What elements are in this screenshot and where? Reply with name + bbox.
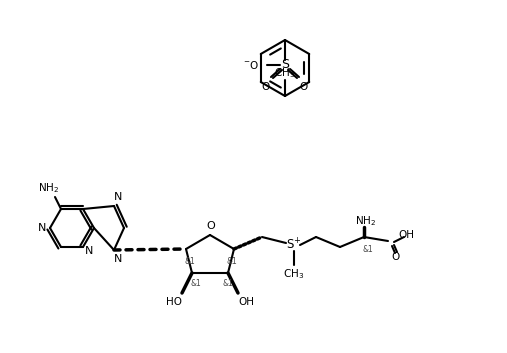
Text: O: O: [207, 221, 215, 231]
Text: HO: HO: [166, 297, 182, 307]
Text: NH$_2$: NH$_2$: [39, 181, 59, 195]
Text: OH: OH: [238, 297, 254, 307]
Text: &1: &1: [223, 279, 233, 287]
Text: O: O: [262, 82, 270, 92]
Text: N: N: [114, 254, 122, 264]
Text: S$^{+}$: S$^{+}$: [286, 237, 302, 253]
Text: &1: &1: [363, 245, 373, 253]
Text: N: N: [114, 192, 122, 202]
Text: CH$_3$: CH$_3$: [283, 267, 305, 281]
Text: &1: &1: [227, 257, 237, 265]
Text: N: N: [85, 246, 93, 256]
Text: CH$_3$: CH$_3$: [274, 66, 296, 80]
Text: O: O: [300, 82, 308, 92]
Text: OH: OH: [398, 230, 414, 240]
Text: S: S: [281, 59, 289, 72]
Text: NH$_2$: NH$_2$: [355, 214, 377, 228]
Text: N: N: [38, 223, 46, 233]
Text: &1: &1: [185, 257, 195, 265]
Text: O: O: [392, 252, 400, 262]
Text: $^{-}$O: $^{-}$O: [243, 59, 259, 71]
Text: &1: &1: [191, 279, 201, 287]
